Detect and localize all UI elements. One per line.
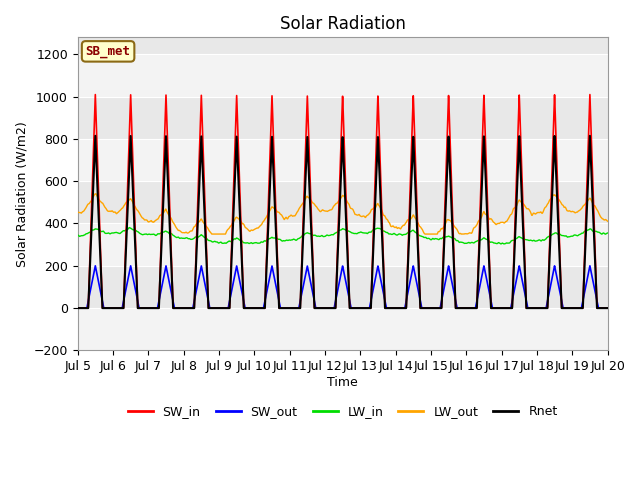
Bar [77, 224, 607, 266]
Text: SB_met: SB_met [86, 45, 131, 58]
Bar [77, 308, 607, 350]
Bar [77, 54, 607, 96]
Title: Solar Radiation: Solar Radiation [280, 15, 406, 33]
Y-axis label: Solar Radiation (W/m2): Solar Radiation (W/m2) [15, 121, 28, 267]
Bar [77, 139, 607, 181]
X-axis label: Time: Time [327, 376, 358, 389]
Legend: SW_in, SW_out, LW_in, LW_out, Rnet: SW_in, SW_out, LW_in, LW_out, Rnet [123, 400, 563, 423]
